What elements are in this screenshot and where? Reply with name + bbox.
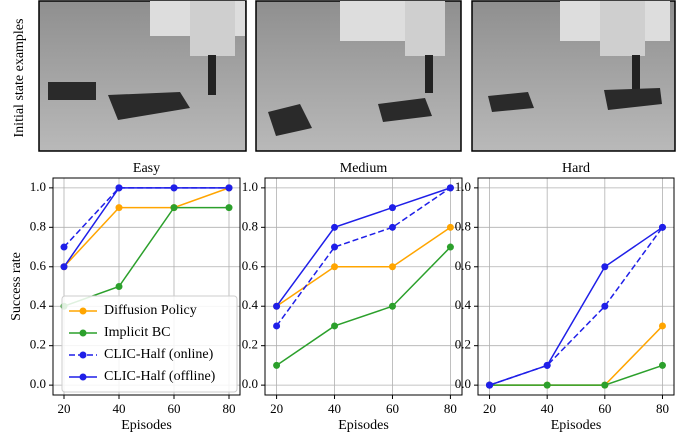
- x-axis-label: Episodes: [551, 418, 602, 433]
- x-tick-label: 20: [270, 401, 283, 416]
- photo-easy: [39, 1, 246, 151]
- series-line: [490, 365, 663, 385]
- y-tick-label: 0.8: [30, 218, 46, 233]
- data-point: [61, 263, 68, 270]
- x-tick-label: 80: [656, 401, 669, 416]
- data-point: [273, 322, 280, 329]
- data-point: [331, 244, 338, 251]
- data-point: [226, 204, 233, 211]
- data-point: [171, 184, 178, 191]
- y-tick-label: 1.0: [455, 179, 471, 194]
- legend-marker: [80, 330, 87, 337]
- x-axis-label: Episodes: [338, 418, 389, 433]
- data-point: [389, 303, 396, 310]
- series-line: [277, 188, 451, 326]
- data-point: [544, 382, 551, 389]
- subplot: Easy 0.0 0.2 0.4 0.6 0.8 1.0 20 40 60 80 Episodes Su…: [9, 161, 240, 433]
- y-axis-label: Success rate: [9, 252, 24, 321]
- data-point: [447, 224, 454, 231]
- subplot-title: Hard: [562, 161, 590, 176]
- plot-frame: [478, 178, 674, 395]
- x-tick-label: 60: [598, 401, 611, 416]
- x-tick-label: 40: [328, 401, 341, 416]
- data-point: [601, 263, 608, 270]
- figure: Initial state examples Easy 0.0 0.2 0.4 0.6 0…: [0, 0, 676, 433]
- y-tick-label: 0.0: [242, 376, 258, 391]
- legend-label: CLIC-Half (online): [104, 347, 214, 362]
- y-tick-label: 0.4: [455, 297, 472, 312]
- legend-marker: [80, 374, 87, 381]
- data-point: [331, 224, 338, 231]
- data-point: [544, 362, 551, 369]
- plot-frame: [265, 178, 462, 395]
- data-point: [486, 382, 493, 389]
- data-point: [389, 263, 396, 270]
- data-point: [171, 204, 178, 211]
- data-point: [447, 184, 454, 191]
- x-tick-label: 20: [58, 401, 71, 416]
- y-tick-label: 0.2: [242, 337, 258, 352]
- data-point: [389, 224, 396, 231]
- x-tick-label: 60: [168, 401, 181, 416]
- data-point: [116, 283, 123, 290]
- subplot-title: Easy: [133, 161, 160, 176]
- data-point: [389, 204, 396, 211]
- data-point: [273, 303, 280, 310]
- y-tick-label: 0.2: [455, 337, 471, 352]
- y-tick-label: 0.4: [30, 297, 47, 312]
- data-point: [116, 204, 123, 211]
- data-point: [659, 322, 666, 329]
- data-point: [226, 184, 233, 191]
- data-point: [331, 322, 338, 329]
- x-tick-label: 40: [113, 401, 126, 416]
- legend-label: Diffusion Policy: [104, 303, 197, 318]
- data-point: [601, 303, 608, 310]
- data-point: [659, 224, 666, 231]
- y-tick-label: 1.0: [242, 179, 258, 194]
- y-tick-label: 0.8: [455, 218, 471, 233]
- y-tick-label: 0.2: [30, 337, 46, 352]
- data-point: [659, 362, 666, 369]
- y-tick-label: 0.6: [242, 258, 259, 273]
- photos-label: Initial state examples: [12, 19, 27, 138]
- series-line: [64, 208, 229, 307]
- x-axis-label: Episodes: [121, 418, 172, 433]
- y-tick-label: 0.6: [455, 258, 472, 273]
- y-tick-label: 1.0: [30, 179, 46, 194]
- x-tick-label: 60: [386, 401, 399, 416]
- x-tick-label: 40: [541, 401, 554, 416]
- legend-label: CLIC-Half (offline): [104, 369, 216, 384]
- data-point: [273, 362, 280, 369]
- y-tick-label: 0.0: [30, 376, 46, 391]
- data-point: [331, 263, 338, 270]
- subplot-title: Medium: [340, 161, 388, 176]
- data-point: [447, 244, 454, 251]
- legend-label: Implicit BC: [104, 325, 171, 340]
- data-point: [61, 244, 68, 251]
- photo-hard: [472, 1, 675, 151]
- legend-marker: [80, 352, 87, 359]
- y-tick-label: 0.4: [242, 297, 259, 312]
- data-point: [116, 184, 123, 191]
- y-tick-label: 0.6: [30, 258, 47, 273]
- photo-medium: [256, 1, 461, 151]
- legend-marker: [80, 308, 87, 315]
- x-tick-label: 20: [483, 401, 496, 416]
- y-tick-label: 0.0: [455, 376, 471, 391]
- data-point: [601, 382, 608, 389]
- legend: Diffusion Policy Implicit BC CLIC-Half (on…: [62, 296, 237, 392]
- x-tick-label: 80: [223, 401, 236, 416]
- subplot: Hard 0.0 0.2 0.4 0.6 0.8 1.0 20 40 60 80 Episodes: [455, 161, 674, 433]
- x-tick-label: 80: [444, 401, 457, 416]
- y-tick-label: 0.8: [242, 218, 258, 233]
- subplot: Medium 0.0 0.2 0.4 0.6 0.8 1.0 20 40 60 80 Episodes: [242, 161, 462, 433]
